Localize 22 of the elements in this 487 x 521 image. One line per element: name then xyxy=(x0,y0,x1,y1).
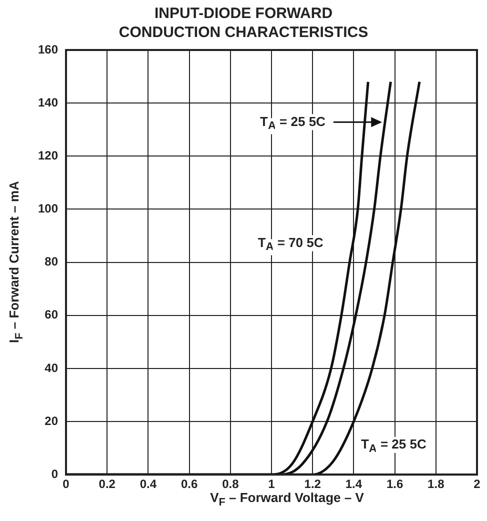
y-tick-label: 80 xyxy=(44,254,58,269)
y-tick-label: 120 xyxy=(38,148,58,162)
x-tick-label: 0 xyxy=(62,477,70,492)
y-tick-label: 60 xyxy=(44,308,58,322)
y-tick-label: 20 xyxy=(44,414,58,428)
y-tick-label: 40 xyxy=(44,360,58,375)
x-tick-label: 1.6 xyxy=(386,477,404,492)
x-tick-label: 0.2 xyxy=(98,477,116,492)
x-tick-label: 0.4 xyxy=(140,477,157,492)
x-tick-label: 0.8 xyxy=(222,477,240,492)
y-tick-label: 160 xyxy=(38,42,58,56)
y-tick-label: 140 xyxy=(38,95,58,110)
y-tick-label: 0 xyxy=(51,466,58,481)
x-tick-label: 2 xyxy=(474,477,481,492)
x-axis-title: V$_{F}$ – Forward Voltage – V xyxy=(209,490,365,509)
x-tick-label: 1.2 xyxy=(304,477,322,492)
chart-title: INPUT-DIODE FORWARD CONDUCTION CHARACTERISTICS xyxy=(118,4,370,42)
y-tick-label: 100 xyxy=(38,202,58,216)
x-tick-label: 1.8 xyxy=(428,477,445,492)
x-tick-label: 0.6 xyxy=(180,477,198,492)
x-tick-label: 1 xyxy=(268,477,276,492)
x-tick-label: 1.4 xyxy=(345,477,362,492)
